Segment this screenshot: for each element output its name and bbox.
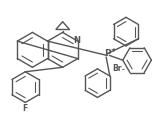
Text: N: N xyxy=(73,36,80,45)
Text: +: + xyxy=(110,47,116,53)
Text: P: P xyxy=(104,49,111,58)
Text: Br: Br xyxy=(112,64,122,73)
Text: -: - xyxy=(122,67,125,73)
Text: F: F xyxy=(23,104,28,113)
